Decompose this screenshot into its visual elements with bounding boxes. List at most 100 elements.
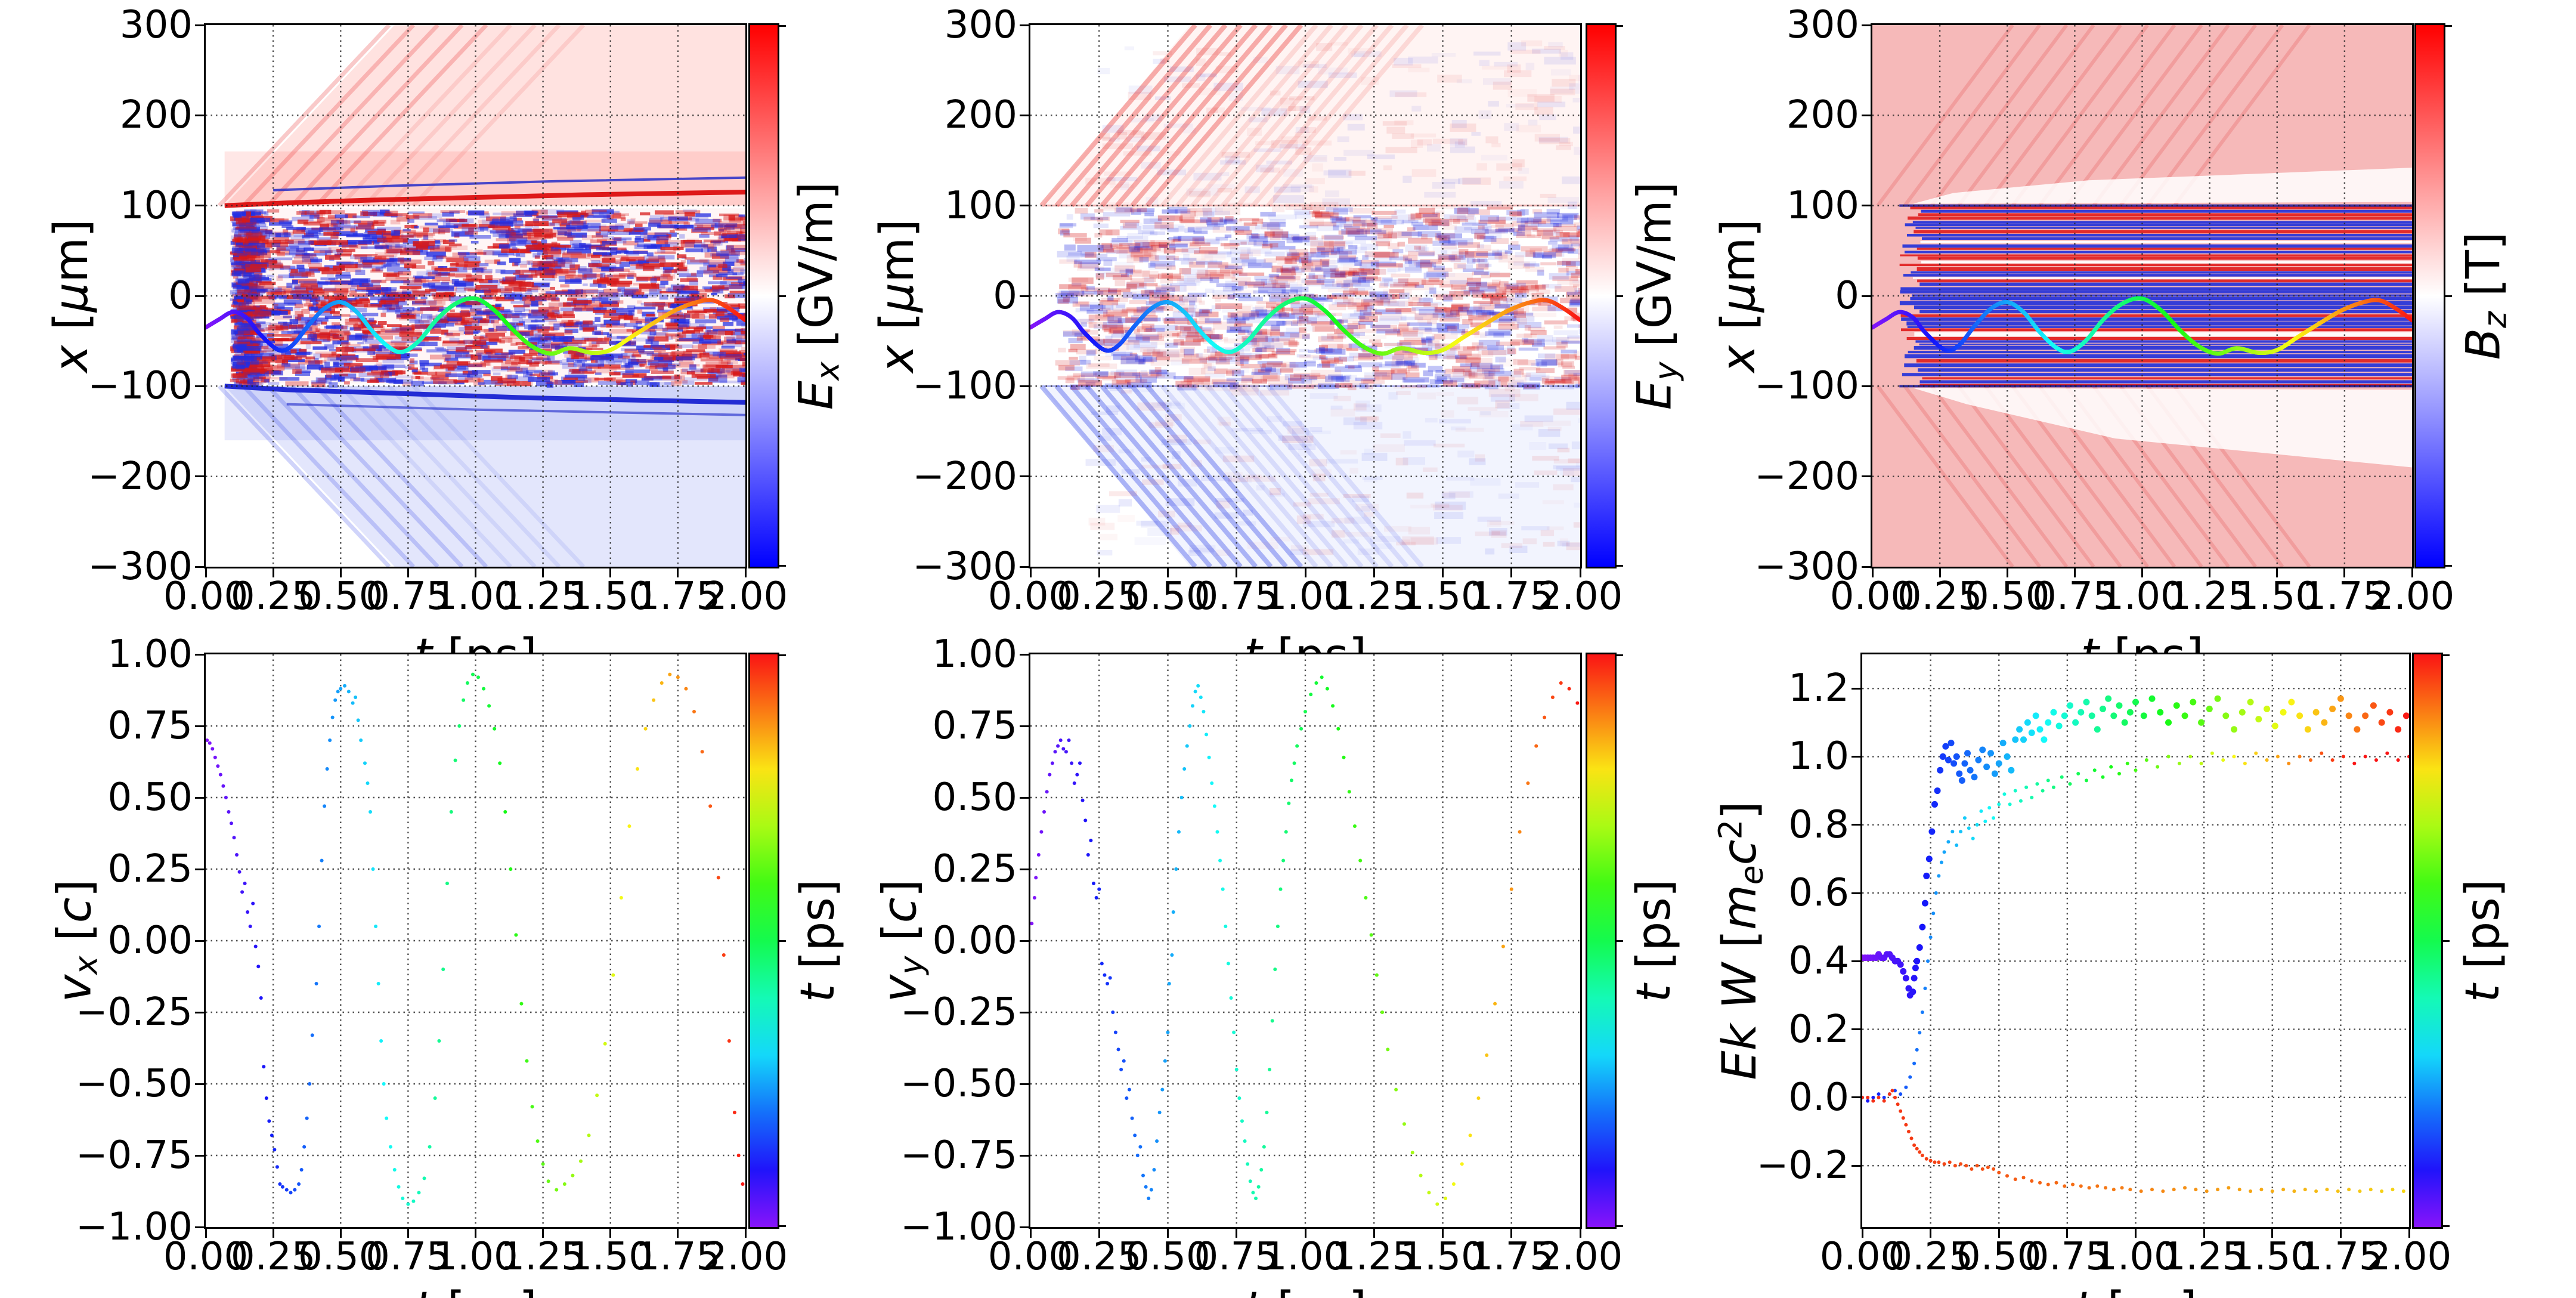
x-tick — [677, 567, 679, 577]
y-tick — [1852, 1096, 1862, 1099]
y-tick-label: −300 — [912, 545, 1017, 589]
x-tick-label: 1.00 — [433, 574, 518, 619]
label-part: [T] — [2457, 231, 2511, 311]
x-tick — [1373, 567, 1375, 577]
y-tick — [1020, 385, 1030, 387]
x-tick — [1304, 1227, 1306, 1238]
y-tick-label: 0.00 — [107, 919, 193, 963]
y-tick-label: −0.25 — [900, 990, 1017, 1034]
label-part: t — [1244, 1282, 1262, 1298]
y-tick-label: 0 — [168, 274, 193, 318]
y-tick-label: 0.2 — [1788, 1007, 1849, 1052]
x-tick-label: 0.75 — [2024, 1235, 2110, 1279]
y-tick-label: 0.50 — [932, 775, 1018, 820]
x-tick-label: 2.00 — [2369, 574, 2455, 619]
y-tick-label: 0.75 — [107, 704, 193, 748]
y-tick — [1020, 295, 1030, 297]
y-tick-label: −200 — [912, 454, 1017, 499]
x-tick-label: 1.75 — [2298, 1235, 2383, 1279]
x-tick — [1167, 1227, 1169, 1238]
y-tick — [1852, 755, 1862, 758]
y-tick-label: 1.00 — [932, 632, 1018, 676]
colorbar-tick — [1615, 25, 1623, 27]
x-tick — [1442, 1227, 1444, 1238]
x-tick — [2411, 567, 2413, 577]
y-tick — [1852, 960, 1862, 962]
x-tick-label: 2.00 — [702, 1235, 788, 1279]
y-tick-label: 0.25 — [107, 847, 193, 891]
x-tick — [1236, 567, 1238, 577]
y-tick-label: 0.50 — [107, 775, 193, 820]
x-tick-label: 0.25 — [1888, 1235, 1973, 1279]
x-tick — [1029, 567, 1032, 577]
label-part: t — [791, 984, 845, 1003]
x-tick-label: 1.50 — [568, 574, 654, 619]
y-tick-label: 300 — [119, 3, 193, 47]
x-tick — [744, 1227, 747, 1238]
x-tick — [542, 567, 544, 577]
x-tick — [2141, 567, 2143, 577]
y-tick — [1020, 1083, 1030, 1085]
y-tick-label: 0.25 — [932, 847, 1018, 891]
y-tick-label: 200 — [119, 93, 193, 138]
colorbar-tick — [2444, 295, 2452, 297]
x-tick-label: 0.75 — [366, 574, 451, 619]
x-tick — [1930, 1227, 1932, 1238]
x-tick-label: 0.00 — [987, 1235, 1073, 1279]
y-tick-label: 0 — [993, 274, 1017, 318]
label-part: z — [2476, 311, 2514, 328]
y-tick-label: −1.00 — [75, 1205, 193, 1249]
colorbar-tick — [1615, 295, 1623, 297]
x-tick — [272, 1227, 274, 1238]
y-tick-label: −0.25 — [75, 990, 193, 1034]
x-tick — [2343, 567, 2346, 577]
bz-plot-area — [1871, 23, 2414, 568]
colorbar-tick — [2441, 939, 2450, 942]
x-tick-label: 2.00 — [1537, 574, 1623, 619]
y-tick — [195, 725, 206, 727]
y-tick — [1020, 24, 1030, 26]
y-tick-label: 100 — [119, 183, 193, 228]
energy-plot-area — [1860, 653, 2411, 1229]
y-tick-label: 1.00 — [107, 632, 193, 676]
colorbar-tick — [1615, 1225, 1623, 1227]
x-tick — [407, 567, 409, 577]
y-tick — [1020, 475, 1030, 478]
x-tick-label: 1.00 — [2093, 1235, 2178, 1279]
label-part: [ps] — [2092, 1282, 2197, 1298]
y-tick-label: 0.75 — [932, 704, 1018, 748]
y-tick-label: 0.6 — [1788, 871, 1849, 915]
ex-plot-area — [204, 23, 747, 568]
x-tick-label: 2.00 — [2366, 1235, 2452, 1279]
ey-colorbar-label: Ey [GV/m] — [1628, 182, 1685, 410]
vy-colorbar — [1586, 653, 1617, 1229]
x-tick-label: 0.00 — [163, 574, 249, 619]
vx-colorbar-label: t [ps] — [791, 879, 845, 1002]
x-tick-label: 1.00 — [2100, 574, 2185, 619]
x-tick — [475, 567, 476, 577]
x-tick-label: 1.75 — [635, 1235, 721, 1279]
label-part: t — [2074, 1282, 2092, 1298]
y-tick-label: 1.0 — [1788, 734, 1849, 779]
y-tick — [195, 939, 206, 942]
x-tick — [2339, 1227, 2342, 1238]
x-tick-label: 1.50 — [568, 1235, 654, 1279]
y-tick — [195, 653, 206, 656]
y-tick-label: 200 — [944, 93, 1017, 138]
colorbar-tick — [2441, 654, 2450, 656]
y-tick — [1862, 114, 1872, 116]
y-tick-label: −200 — [1754, 454, 1859, 499]
ey-colorbar — [1586, 23, 1617, 568]
x-tick — [339, 567, 342, 577]
y-tick — [1862, 205, 1872, 207]
y-tick-label: −1.00 — [900, 1205, 1017, 1249]
energy-x-axis-label: t [ps] — [2074, 1282, 2197, 1298]
x-tick — [1579, 1227, 1581, 1238]
y-tick — [1862, 565, 1872, 568]
label-part: E — [789, 380, 844, 410]
x-tick — [475, 1227, 476, 1238]
x-tick — [1167, 567, 1169, 577]
x-tick — [1098, 1227, 1100, 1238]
y-tick-label: −300 — [88, 545, 193, 589]
y-tick-label: 0 — [1835, 274, 1859, 318]
